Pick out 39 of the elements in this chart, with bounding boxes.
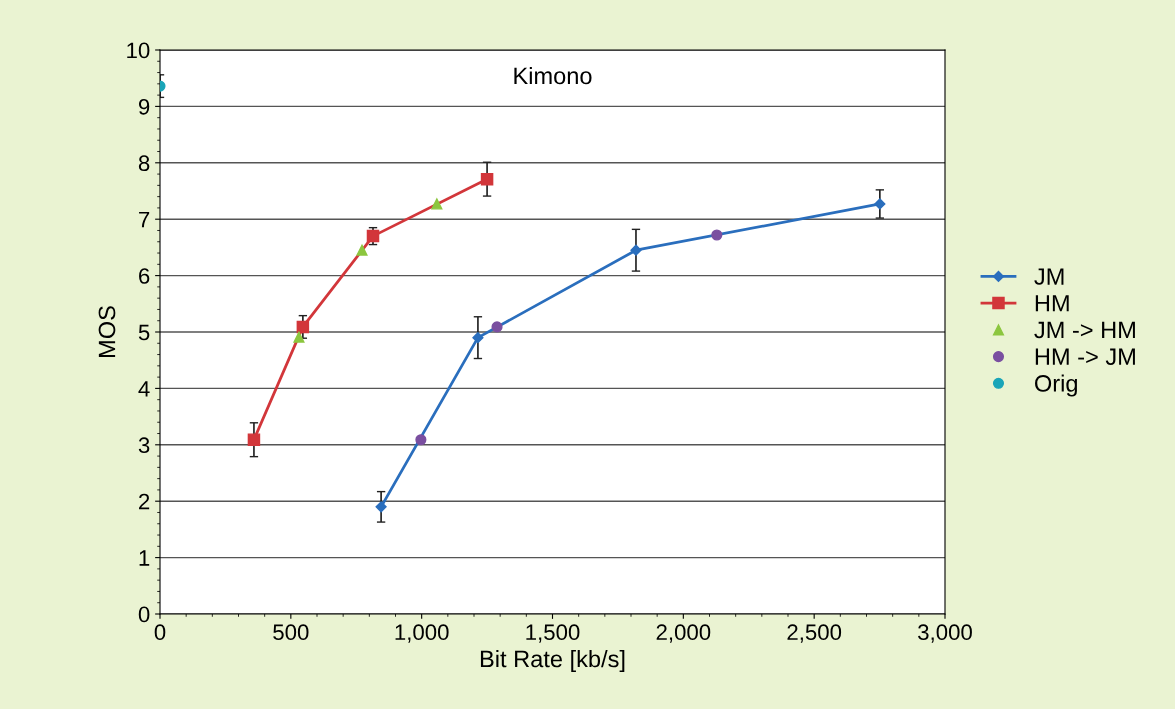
- x-tick-label: 0: [154, 624, 166, 641]
- point: [630, 244, 642, 256]
- legend-label: HM -> JM: [1035, 348, 1135, 366]
- y-tick-label: 9: [138, 98, 150, 115]
- x-axis-title: Bit Rate [kb/s]: [480, 649, 625, 672]
- y-tick-label: 1: [139, 550, 150, 566]
- y-tick-label: 3: [138, 437, 150, 454]
- point: [356, 244, 368, 256]
- y-tick-label: 10: [127, 42, 150, 59]
- legend-label: JM: [1034, 268, 1064, 285]
- y-tick-label: 5: [138, 324, 150, 341]
- x-tick-label: 1,000: [395, 624, 449, 643]
- legend-label: HM: [1035, 295, 1069, 312]
- x-tick-label: 1,500: [526, 624, 580, 643]
- x-tick-label: 500: [273, 624, 309, 641]
- point: [472, 332, 484, 344]
- point: [491, 321, 503, 333]
- y-tick-label: 8: [138, 155, 150, 172]
- x-tick-label: 3,000: [918, 624, 972, 643]
- y-tick-label: 2: [139, 493, 150, 510]
- y-axis-title: MOS: [98, 306, 116, 357]
- point: [375, 501, 387, 513]
- point: [480, 172, 494, 186]
- legend-label: JM -> HM: [1034, 321, 1135, 339]
- point: [415, 434, 427, 446]
- x-tick-label: 2,500: [787, 624, 842, 643]
- point: [293, 331, 305, 343]
- point: [711, 229, 723, 241]
- point: [247, 433, 261, 446]
- point: [296, 320, 310, 334]
- y-tick-label: 7: [139, 211, 150, 228]
- x-tick-label: 2,000: [656, 624, 711, 643]
- legend-label: Orig: [1035, 374, 1077, 397]
- y-tick-label: 0: [138, 606, 150, 623]
- point: [874, 198, 886, 210]
- point: [431, 198, 443, 210]
- y-tick-label: 4: [138, 381, 150, 397]
- y-tick-label: 6: [139, 268, 150, 284]
- text: Kimono: [514, 66, 592, 85]
